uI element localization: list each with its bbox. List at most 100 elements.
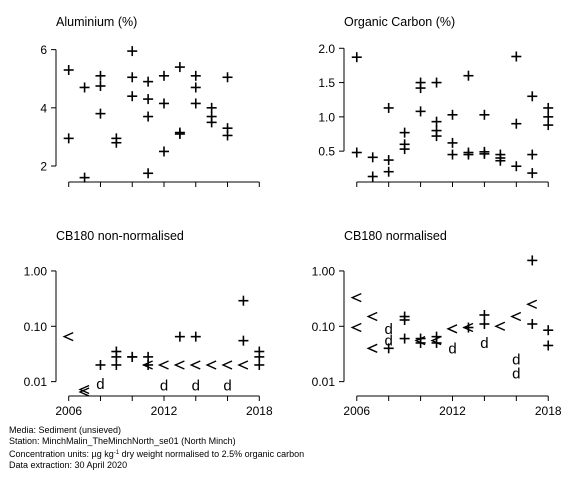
y-tick-label: 1.0 — [318, 110, 335, 124]
data-point-plus — [351, 147, 362, 158]
data-point-plus — [447, 109, 458, 120]
y-tick-label: 2.0 — [318, 42, 335, 56]
data-point-plus — [222, 72, 233, 83]
y-tick-label: 4 — [40, 101, 47, 115]
y-tick-label: 1.00 — [24, 264, 48, 278]
data-point-less-than — [173, 360, 185, 370]
x-tick-label: 2018 — [246, 404, 273, 418]
data-point-plus — [222, 123, 233, 134]
data-point-plus — [127, 72, 138, 83]
data-point-plus — [63, 133, 74, 144]
data-point-plus — [447, 137, 458, 148]
data-point-plus — [543, 111, 554, 122]
data-point-plus — [190, 82, 201, 93]
data-point-plus — [431, 116, 442, 127]
data-point-plus — [95, 359, 106, 370]
data-point-plus — [143, 76, 154, 87]
data-point-plus — [174, 127, 185, 138]
data-point-plus — [527, 168, 538, 179]
data-point-plus — [206, 102, 217, 113]
data-point-plus — [190, 70, 201, 81]
y-tick-label: 0.10 — [24, 320, 48, 334]
y-tick-label: 6 — [40, 43, 47, 57]
data-point-d: d — [96, 376, 104, 393]
data-point-plus — [254, 346, 265, 357]
data-point-plus — [543, 340, 554, 351]
chart-panel-1: Aluminium (%) 2 4 6 — [40, 15, 260, 187]
data-point-plus — [111, 346, 122, 357]
data-point-less-than — [526, 299, 538, 309]
data-point-less-than — [366, 311, 378, 322]
footer-extraction: Data extraction: 30 April 2020 — [9, 460, 128, 471]
data-point-plus — [543, 325, 554, 336]
data-point-plus — [63, 65, 74, 75]
data-point-plus — [415, 77, 426, 88]
y-tick-label: 0.01 — [312, 375, 336, 389]
data-point-plus — [463, 147, 474, 158]
y-tick-label: 2 — [40, 160, 47, 174]
data-point-plus — [383, 155, 394, 166]
data-point-d: d — [480, 335, 488, 352]
data-point-plus — [79, 82, 90, 93]
data-point-plus — [143, 94, 154, 105]
x-tick-label: 2012 — [151, 404, 178, 418]
data-point-less-than — [78, 387, 90, 397]
data-point-plus — [143, 351, 154, 362]
data-point-plus — [527, 255, 538, 266]
data-point-less-than — [237, 360, 249, 370]
data-point-plus — [351, 52, 362, 63]
data-point-plus — [127, 46, 138, 57]
data-point-plus — [127, 351, 138, 362]
data-point-d: d — [512, 352, 520, 369]
data-point-plus — [527, 91, 538, 102]
data-point-less-than — [189, 360, 201, 370]
y-tick-label: 0.10 — [312, 320, 336, 334]
data-point-plus — [511, 118, 522, 129]
data-point-d: d — [192, 378, 200, 395]
data-point-d: d — [160, 378, 168, 395]
data-point-plus — [383, 166, 394, 177]
data-point-plus — [511, 51, 522, 62]
data-point-plus — [527, 149, 538, 160]
chart-title: CB180 normalised — [344, 229, 447, 243]
data-point-plus — [159, 146, 169, 157]
data-point-plus — [431, 125, 442, 136]
data-point-plus — [463, 70, 474, 81]
data-point-plus — [143, 111, 154, 122]
data-point-plus — [383, 343, 394, 354]
chart-panel-2: Organic Carbon (%) 0.5 1.0 1.5 2.0 — [318, 15, 554, 187]
data-point-less-than — [62, 332, 74, 342]
x-tick-label: 2006 — [343, 404, 370, 418]
data-point-plus — [479, 109, 490, 120]
data-point-plus — [399, 139, 410, 150]
data-point-plus — [495, 149, 506, 160]
data-point-less-than — [78, 384, 90, 395]
figure-footer: Media: Sediment (unsieved) Station: Minc… — [9, 425, 304, 472]
data-point-plus — [206, 111, 217, 122]
data-point-plus — [190, 331, 201, 342]
data-point-less-than — [157, 360, 169, 370]
data-point-plus — [238, 295, 249, 306]
footer-media: Media: Sediment (unsieved) — [9, 425, 122, 435]
data-point-plus — [527, 319, 538, 329]
data-point-plus — [511, 161, 522, 172]
data-point-d: d — [512, 366, 520, 383]
data-point-plus — [95, 81, 106, 91]
data-point-plus — [479, 146, 490, 157]
data-point-d: d — [385, 333, 393, 350]
data-point-less-than — [350, 322, 362, 333]
data-point-less-than — [221, 360, 233, 370]
data-point-plus — [190, 98, 201, 109]
data-point-plus — [431, 77, 442, 88]
data-point-plus — [479, 319, 490, 329]
data-point-plus — [399, 333, 410, 344]
data-point-plus — [95, 70, 106, 81]
data-point-plus — [159, 70, 169, 81]
data-point-d: d — [385, 321, 393, 338]
chart-panel-4: CB180 normalised 0.01 0.10 1.00 2006 2012 2018… — [312, 229, 562, 418]
chart-panel-3: CB180 non-normalised 0.01 0.10 1.00 2006 2012… — [24, 229, 273, 418]
data-point-less-than — [494, 321, 506, 331]
data-point-plus — [479, 309, 490, 320]
chart-title: Organic Carbon (%) — [344, 15, 455, 29]
data-point-plus — [383, 102, 394, 113]
